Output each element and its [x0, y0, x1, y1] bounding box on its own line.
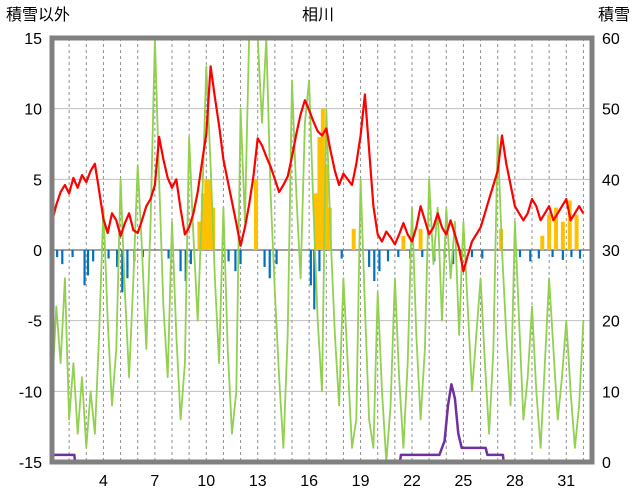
- svg-text:10: 10: [602, 384, 620, 401]
- blue-bars-down: [56, 250, 582, 310]
- right-axis-tick-labels: 60 50 40 30 20 10 0: [602, 31, 620, 472]
- svg-text:15: 15: [24, 31, 42, 48]
- svg-text:20: 20: [602, 314, 620, 331]
- svg-text:28: 28: [506, 473, 524, 490]
- svg-text:22: 22: [403, 473, 421, 490]
- red-line: [50, 65, 585, 273]
- svg-text:31: 31: [557, 473, 575, 490]
- svg-text:19: 19: [352, 473, 370, 490]
- svg-text:4: 4: [99, 473, 108, 490]
- x-axis-tick-labels: 4 7 10 13 16 19 22 25 28 31: [99, 473, 575, 490]
- svg-text:-5: -5: [28, 314, 42, 331]
- svg-text:5: 5: [33, 172, 42, 189]
- svg-text:0: 0: [33, 243, 42, 260]
- svg-text:13: 13: [249, 473, 267, 490]
- svg-text:60: 60: [602, 31, 620, 48]
- plot-frame: [49, 35, 595, 465]
- svg-text:7: 7: [150, 473, 159, 490]
- left-axis-title: 積雪以外: [6, 7, 71, 24]
- right-axis-title: 積雪: [597, 7, 630, 24]
- svg-text:10: 10: [24, 102, 42, 119]
- chart-title: 相川: [301, 7, 334, 24]
- svg-text:-10: -10: [19, 384, 42, 401]
- left-axis-tick-labels: 15 10 5 0 -5 -10 -15: [19, 31, 42, 472]
- svg-text:50: 50: [602, 102, 620, 119]
- svg-text:40: 40: [602, 172, 620, 189]
- svg-text:16: 16: [300, 473, 318, 490]
- svg-text:25: 25: [455, 473, 473, 490]
- svg-text:30: 30: [602, 243, 620, 260]
- svg-text:-15: -15: [19, 455, 42, 472]
- svg-text:0: 0: [602, 455, 611, 472]
- svg-text:10: 10: [197, 473, 215, 490]
